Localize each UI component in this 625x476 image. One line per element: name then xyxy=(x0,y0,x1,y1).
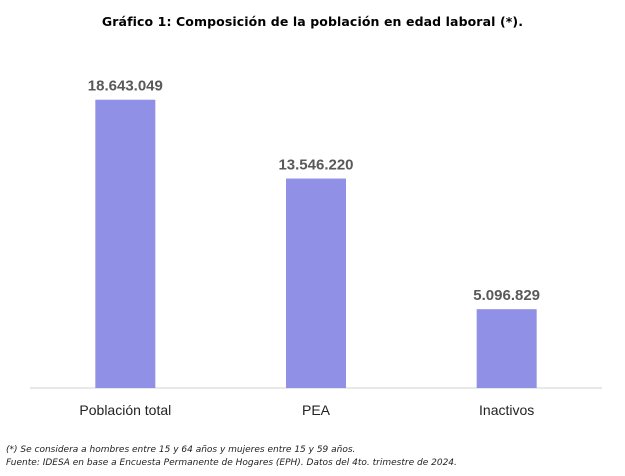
bar-2 xyxy=(476,309,537,388)
x-tick-label-2: Inactivos xyxy=(479,402,534,418)
chart-title: Gráfico 1: Composición de la población e… xyxy=(101,14,524,29)
bar-0 xyxy=(95,99,156,388)
bar-value-label-1: 13.546.220 xyxy=(278,157,353,174)
bar-value-label-2: 5.096.829 xyxy=(473,287,540,304)
note-definition: (*) Se considera a hombres entre 15 y 64… xyxy=(6,445,356,455)
x-tick-label-1: PEA xyxy=(302,402,331,418)
bar-value-label-0: 18.643.049 xyxy=(88,78,163,95)
note-source: Fuente: IDESA en base a Encuesta Permane… xyxy=(6,458,457,468)
x-tick-label-0: Población total xyxy=(79,402,171,418)
bar-1 xyxy=(286,178,346,388)
chart-notes: (*) Se considera a hombres entre 15 y 64… xyxy=(6,444,457,470)
